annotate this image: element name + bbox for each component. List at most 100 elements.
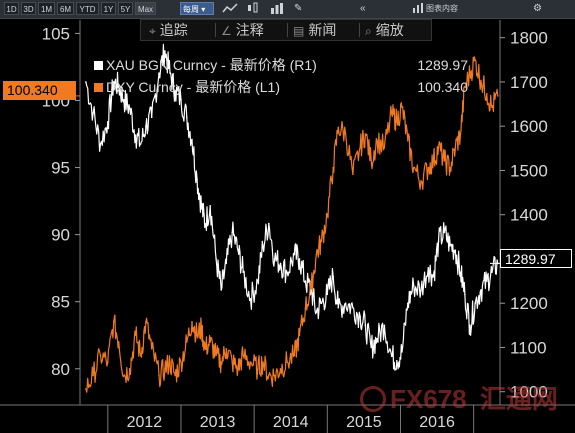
dxy-data-point <box>99 354 102 357</box>
dxy-data-point <box>164 367 166 370</box>
right-tick-label: 1700 <box>510 73 548 92</box>
divider <box>287 23 288 37</box>
xau-data-point <box>174 90 176 92</box>
dxy-data-point <box>112 321 115 323</box>
x-tick-label: 2013 <box>200 414 236 431</box>
x-tick-label: 2014 <box>273 414 309 431</box>
period-ytd-button[interactable]: YTD <box>76 2 99 15</box>
news-tool[interactable]: ▤ 新闻 <box>293 20 336 40</box>
annotate-tool[interactable]: ∠ 注释 <box>221 20 264 40</box>
xau-data-point <box>352 306 354 309</box>
period-1d-button[interactable]: 1D <box>4 2 19 15</box>
xau-data-point <box>344 302 347 305</box>
xau-data-point <box>180 98 182 101</box>
xau-data-point <box>150 116 153 119</box>
xau-data-point <box>279 262 282 265</box>
xau-series-line <box>85 43 499 371</box>
x-tick-label: 2012 <box>127 414 163 431</box>
chart-content-label[interactable]: 图表内容 <box>426 4 458 13</box>
xau-data-point <box>459 271 462 274</box>
period-3d-button[interactable]: 3D <box>21 2 36 15</box>
legend-row-dxy[interactable]: DXY Curncy - 最新价格 (L1) 100.340 <box>94 77 468 97</box>
watermark-cn: 汇通网 <box>479 384 558 414</box>
xau-data-point <box>209 205 212 207</box>
xau-data-point <box>474 302 476 305</box>
chevron-down-icon: ▾ <box>201 5 206 14</box>
dxy-data-point <box>231 361 233 363</box>
dxy-data-point <box>332 166 334 169</box>
xau-data-point <box>427 267 430 269</box>
period-max-button[interactable]: Max <box>135 2 156 15</box>
frequency-select[interactable]: 每周 ▾ <box>180 2 214 15</box>
xau-data-point <box>92 112 94 114</box>
dxy-data-point <box>304 307 307 310</box>
dxy-data-point <box>134 334 137 337</box>
dxy-data-point <box>180 361 182 363</box>
xau-data-point <box>134 134 137 136</box>
edit-icon[interactable]: ✎ <box>294 3 303 14</box>
xau-data-point <box>486 280 488 282</box>
xau-data-point <box>320 302 323 305</box>
xau-data-point <box>401 351 403 353</box>
right-tick-label: 1100 <box>510 338 547 357</box>
right-tick-label: 1200 <box>510 294 548 313</box>
left-tick-label: 80 <box>51 360 70 379</box>
dxy-data-point <box>174 374 176 377</box>
xau-data-point <box>396 359 398 362</box>
dxy-data-point <box>123 374 125 377</box>
dxy-data-point <box>220 361 223 363</box>
period-1m-button[interactable]: 1M <box>38 2 55 15</box>
xau-data-point <box>332 275 334 278</box>
dxy-data-point <box>249 361 252 363</box>
dxy-data-point <box>497 95 499 97</box>
bar-chart-icon[interactable] <box>270 2 284 15</box>
xau-data-point <box>304 280 307 282</box>
dxy-data-point <box>344 133 347 135</box>
dxy-data-point <box>85 388 87 390</box>
collapse-icon[interactable]: « <box>360 3 366 14</box>
xau-data-point <box>491 271 493 274</box>
candle-chart-icon[interactable] <box>246 2 262 15</box>
pen-icon: ∠ <box>221 24 232 38</box>
dxy-data-point <box>320 240 323 243</box>
crosshair-icon: ⌖ <box>149 24 156 38</box>
right-tick-label: 1000 <box>510 383 548 402</box>
xau-data-point <box>128 107 131 110</box>
dxy-data-point <box>237 367 239 370</box>
dxy-data-point <box>454 146 457 149</box>
period-toolbar: 1D 3D 1M 6M YTD 1Y 5Y Max 每周 ▾ ✎ « 图表内容 … <box>0 0 575 19</box>
legend-row-xau[interactable]: XAU BGN Curncy - 最新价格 (R1) 1289.97 <box>94 55 468 75</box>
dxy-data-point <box>407 139 409 142</box>
zoom-tool[interactable]: ⌕ 缩放 <box>365 20 404 40</box>
period-5y-button[interactable]: 5Y <box>118 2 133 15</box>
xau-data-point <box>443 231 446 234</box>
dxy-data-point <box>204 347 206 350</box>
line-chart-icon[interactable] <box>222 2 238 15</box>
watermark-text: FX678 <box>390 384 467 414</box>
track-tool[interactable]: ⌖ 追踪 <box>149 20 188 40</box>
xau-data-point <box>364 324 367 327</box>
xau-data-point <box>469 324 471 327</box>
xau-data-point <box>432 275 435 278</box>
x-tick-label: 2016 <box>419 414 455 431</box>
dxy-data-point <box>158 374 160 377</box>
xau-last-value-tag: 1289.97 <box>500 249 572 268</box>
dxy-data-point <box>279 367 282 370</box>
period-6m-button[interactable]: 6M <box>57 2 74 15</box>
dxy-data-point <box>370 160 373 162</box>
dxy-data-point <box>200 327 203 330</box>
gear-icon[interactable]: ⚙ <box>533 3 542 14</box>
dxy-data-point <box>293 354 296 357</box>
dxy-data-point <box>412 166 415 169</box>
xau-data-point <box>293 253 296 256</box>
dxy-data-point <box>420 180 422 182</box>
dxy-data-point <box>432 160 435 162</box>
dxy-data-point <box>449 166 452 169</box>
period-1y-button[interactable]: 1Y <box>101 2 116 15</box>
xau-data-point <box>390 355 393 358</box>
xau-data-point <box>191 138 193 141</box>
xau-data-point <box>237 249 239 251</box>
dxy-data-point <box>169 361 171 363</box>
xau-data-point <box>145 125 147 128</box>
